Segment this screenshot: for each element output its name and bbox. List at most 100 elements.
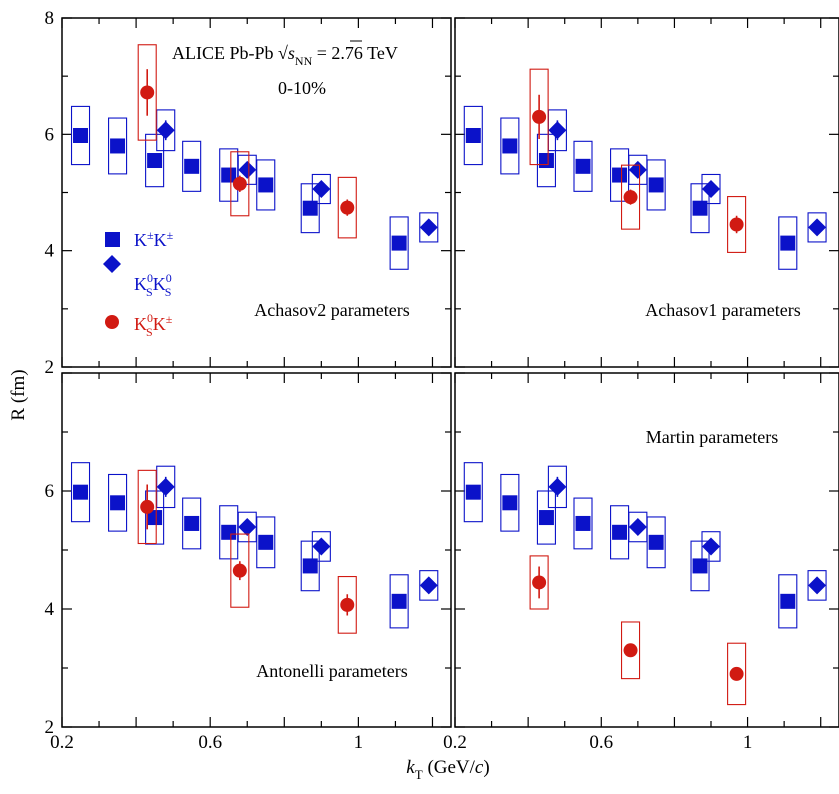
point-k0s-kpm <box>140 85 155 100</box>
sys-error-box <box>300 540 320 592</box>
sys-error-box <box>389 216 409 270</box>
point-kpm-kpm <box>538 510 554 526</box>
sys-error-box <box>300 183 320 234</box>
point-k0s-k0s <box>702 537 720 556</box>
sys-error-box <box>230 151 250 217</box>
point-k0s-kpm <box>729 217 744 232</box>
centrality-label: 0-10% <box>278 78 326 98</box>
sys-error-box <box>389 574 409 629</box>
point-k0s-kpm <box>623 643 638 658</box>
sys-error-box <box>727 642 747 706</box>
point-kpm-kpm <box>147 510 163 526</box>
y-tick-label: 2 <box>45 357 55 378</box>
point-kpm-kpm <box>780 593 796 609</box>
point-k0s-kpm <box>340 200 355 215</box>
sys-error-box <box>690 183 710 234</box>
sys-error-box <box>573 140 593 192</box>
sys-error-box <box>536 133 556 188</box>
point-kpm-kpm <box>612 524 628 540</box>
sys-error-box <box>463 462 483 523</box>
point-kpm-kpm <box>302 558 318 574</box>
y-tick-label: 6 <box>45 124 55 145</box>
point-k0s-k0s <box>548 477 567 496</box>
sys-error-box <box>778 574 798 629</box>
point-kpm-kpm <box>110 495 126 511</box>
sys-error-box <box>500 117 520 175</box>
header-text: ALICE Pb-Pb √sNN = 2.76 TeV <box>172 43 398 68</box>
legend: K±K± K0 SK0 S K0 SK± <box>103 228 174 339</box>
panel-title: Martin parameters <box>646 427 778 447</box>
point-kpm-kpm <box>612 167 628 183</box>
sys-error-box <box>311 173 331 205</box>
point-k0s-k0s <box>156 477 175 496</box>
sys-error-box <box>70 105 91 166</box>
legend-label-kpm-kpm: K±K± <box>134 228 174 250</box>
sys-error-box <box>807 212 827 243</box>
x-tick-label: 1 <box>354 732 364 753</box>
point-kpm-kpm <box>575 158 591 174</box>
point-kpm-kpm <box>73 484 89 500</box>
sys-error-box <box>690 540 710 592</box>
sys-error-box <box>337 176 357 239</box>
sys-error-box <box>182 497 202 550</box>
x-tick-label: 0.6 <box>198 732 222 753</box>
point-k0s-k0s <box>312 537 331 556</box>
sys-error-box <box>70 462 91 523</box>
point-k0s-kpm <box>232 563 247 578</box>
point-kpm-kpm <box>502 495 518 511</box>
point-kpm-kpm <box>147 153 163 169</box>
sys-error-box <box>137 44 157 141</box>
sys-error-box <box>646 516 666 569</box>
y-tick-label: 8 <box>45 8 55 29</box>
sys-error-box <box>108 473 128 532</box>
sys-error-box <box>419 212 439 243</box>
x-tick-label: 1 <box>743 732 753 753</box>
panel-title: Achasov2 parameters <box>254 300 409 320</box>
point-kpm-kpm <box>780 235 796 251</box>
y-tick-label: 4 <box>45 241 55 262</box>
sys-error-box <box>137 469 157 545</box>
point-k0s-kpm <box>729 666 744 681</box>
point-kpm-kpm <box>692 200 708 216</box>
panel-title: Achasov1 parameters <box>645 300 800 320</box>
legend-marker-circle <box>105 315 119 329</box>
point-k0s-k0s <box>808 576 827 595</box>
point-kpm-kpm <box>221 524 237 540</box>
sys-error-box <box>108 117 128 175</box>
point-k0s-k0s <box>808 218 827 237</box>
point-kpm-kpm <box>692 558 708 574</box>
panel-title: Antonelli parameters <box>256 661 407 681</box>
sys-error-box <box>145 133 165 188</box>
point-k0s-kpm <box>140 499 155 514</box>
point-kpm-kpm <box>110 138 126 154</box>
point-kpm-kpm <box>258 534 274 550</box>
point-kpm-kpm <box>648 177 664 193</box>
sys-error-box <box>230 533 250 608</box>
y-tick-label: 4 <box>45 599 55 620</box>
sys-error-box <box>500 473 520 532</box>
point-k0s-k0s <box>548 121 567 140</box>
sys-error-box <box>727 196 747 253</box>
sys-error-box <box>646 159 666 211</box>
panel-top-right: Achasov1 parameters <box>454 17 839 368</box>
legend-marker-diamond <box>103 255 121 273</box>
point-k0s-kpm <box>232 176 247 191</box>
point-kpm-kpm <box>538 153 554 169</box>
sys-error-box <box>701 173 721 205</box>
sys-error-box <box>778 216 798 270</box>
point-k0s-k0s <box>628 160 647 179</box>
point-kpm-kpm <box>391 235 407 251</box>
sys-error-box <box>536 490 556 545</box>
panel-bottom-right: 0.2 0.6 1 Martin parameters <box>443 372 839 753</box>
point-kpm-kpm <box>648 534 664 550</box>
sys-error-box <box>256 516 276 569</box>
point-kpm-kpm <box>184 515 200 531</box>
point-kpm-kpm <box>73 127 89 143</box>
point-kpm-kpm <box>221 167 237 183</box>
point-k0s-k0s <box>312 180 331 199</box>
point-k0s-k0s <box>419 218 438 237</box>
y-axis-label: R (fm) <box>8 369 29 420</box>
sys-error-box <box>529 555 549 610</box>
point-kpm-kpm <box>184 158 200 174</box>
sys-error-box <box>145 490 165 545</box>
